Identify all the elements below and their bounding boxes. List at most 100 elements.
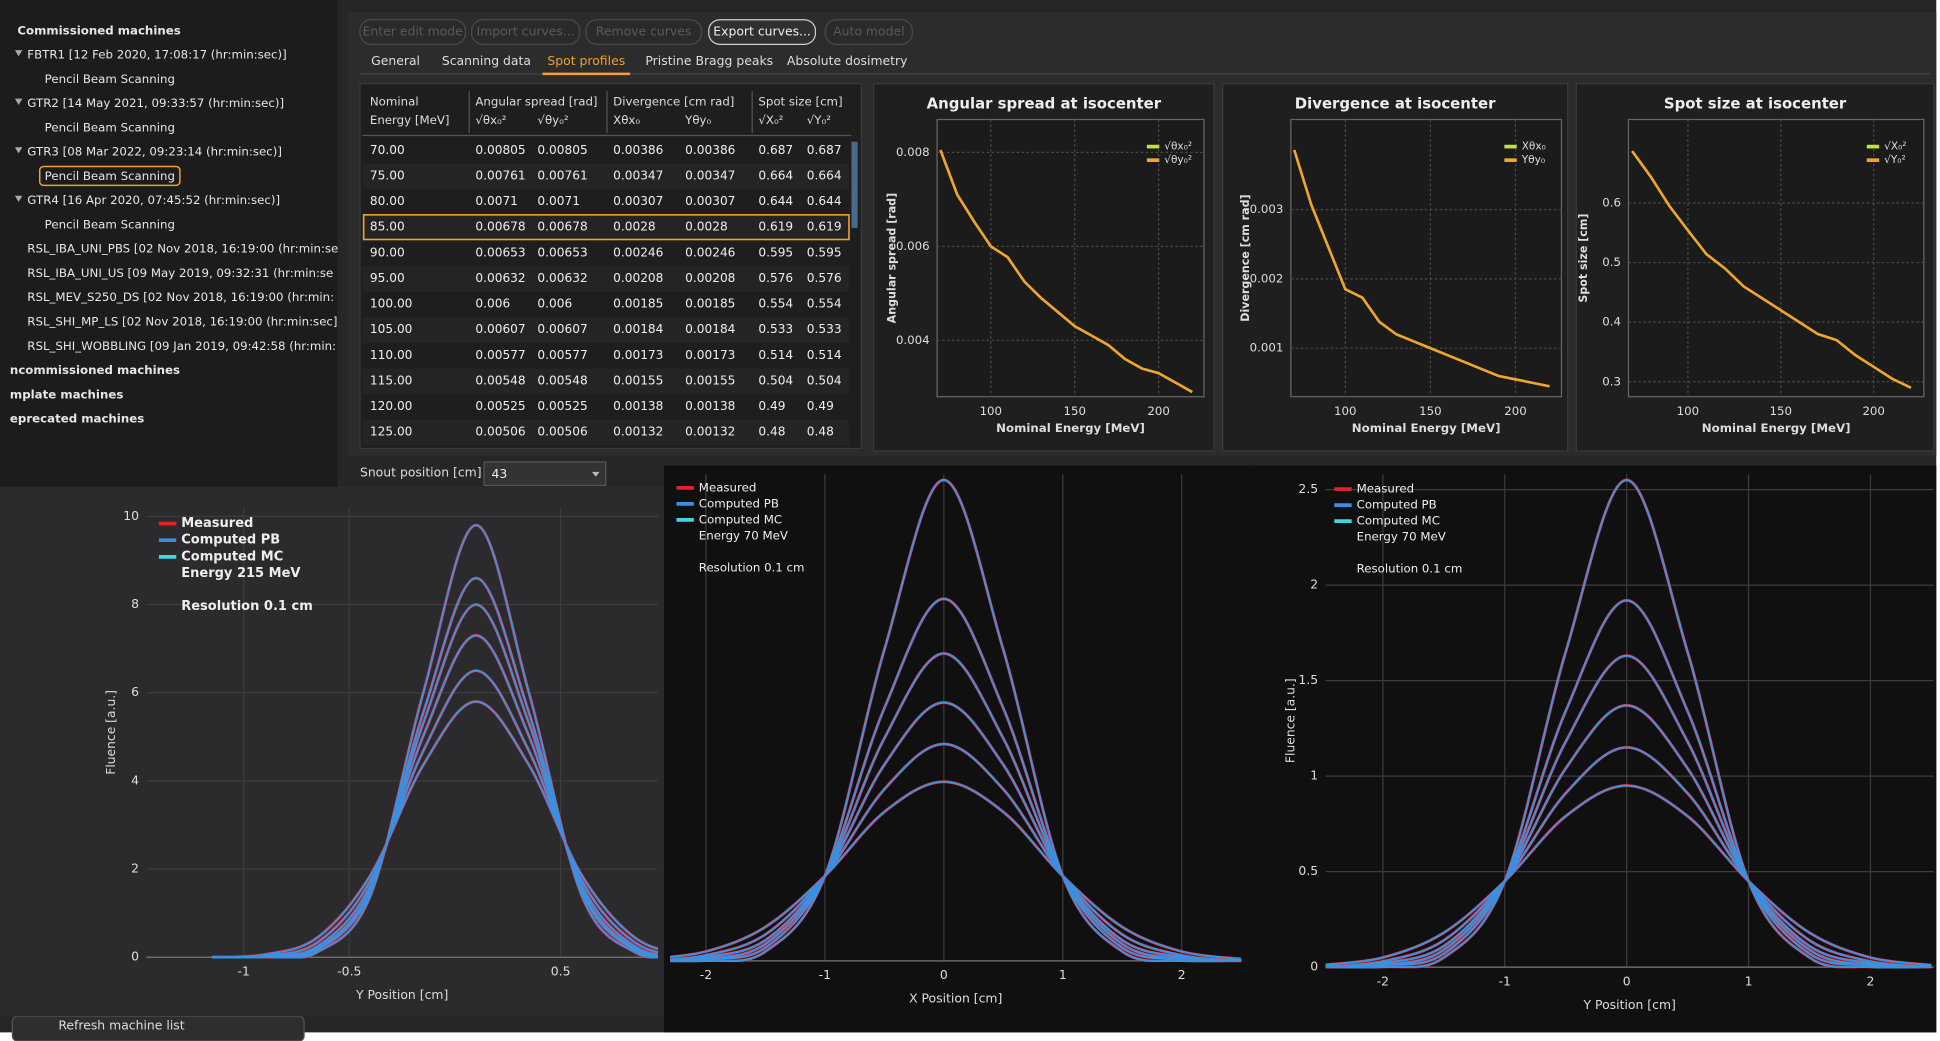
table-cell[interactable]: 0.00548 [475,373,525,387]
table-cell[interactable]: 0.00138 [685,399,735,413]
table-cell[interactable]: 0.00246 [685,245,735,259]
tree-item[interactable]: Pencil Beam Scanning [45,120,175,134]
table-cell[interactable]: 0.00761 [537,168,587,182]
tab[interactable]: Spot profiles [547,54,625,68]
tree-item[interactable]: RSL_SHI_MP_LS [02 Nov 2018, 16:19:00 (hr… [27,315,337,329]
table-cell[interactable]: 0.533 [758,322,793,336]
table-cell[interactable]: 0.00184 [685,322,736,336]
table-cell[interactable]: 0.644 [807,194,842,208]
table-cell[interactable]: 0.664 [807,168,842,182]
table-cell[interactable]: 0.554 [758,297,793,311]
table-cell[interactable]: 0.00678 [475,220,525,234]
table-cell[interactable]: 0.00506 [537,425,587,439]
table-cell[interactable]: 0.00761 [475,168,525,182]
table-cell[interactable]: 0.00155 [685,373,735,387]
table-cell[interactable]: 0.006 [537,297,572,311]
tree-item[interactable]: mplate machines [10,387,123,401]
tree-item[interactable]: Commissioned machines [17,23,180,37]
tree-item[interactable]: RSL_SHI_WOBBLING [09 Jan 2019, 09:42:58 … [27,339,336,353]
table-cell[interactable]: 0.006 [475,297,510,311]
table-cell[interactable]: 100.00 [370,297,413,311]
table-cell[interactable]: 0.00155 [613,373,663,387]
table-cell[interactable]: 0.00653 [475,245,525,259]
table-cell[interactable]: 0.00347 [613,168,663,182]
tab[interactable]: Pristine Bragg peaks [645,54,773,68]
table-cell[interactable]: 95.00 [370,271,405,285]
table-cell[interactable]: 90.00 [370,245,405,259]
tree-item[interactable]: eprecated machines [10,412,144,426]
table-cell[interactable]: 0.00653 [537,245,587,259]
table-cell[interactable]: 0.576 [807,271,842,285]
table-cell[interactable]: 0.00548 [537,373,587,387]
table-cell[interactable]: 0.619 [807,220,842,234]
table-cell[interactable]: 0.00208 [613,271,663,285]
table-cell[interactable]: 0.00138 [613,399,663,413]
table-cell[interactable]: 0.00607 [475,322,525,336]
tree-item[interactable]: RSL_IBA_UNI_US [09 May 2019, 09:32:31 (h… [27,266,333,280]
refresh-button-label[interactable]: Refresh machine list [58,1019,184,1033]
table-cell[interactable]: 0.0071 [537,194,580,208]
table-cell[interactable]: 85.00 [370,220,405,234]
table-cell[interactable]: 110.00 [370,348,413,362]
table-cell[interactable]: 0.00506 [475,425,525,439]
tree-item[interactable]: Pencil Beam Scanning [45,169,175,183]
toolbar-button-label[interactable]: Export curves... [713,25,811,39]
table-cell[interactable]: 80.00 [370,194,405,208]
tab[interactable]: Absolute dosimetry [787,54,908,68]
table-cell[interactable]: 0.0071 [475,194,518,208]
table-cell[interactable]: 0.00805 [537,143,587,157]
table-cell[interactable]: 0.595 [758,245,793,259]
table-cell[interactable]: 0.514 [807,348,842,362]
table-cell[interactable]: 0.00185 [613,297,663,311]
table-cell[interactable]: 0.554 [807,297,842,311]
table-cell[interactable]: 0.49 [807,399,834,413]
table-cell[interactable]: 0.49 [758,399,785,413]
table-cell[interactable]: 0.0028 [613,220,656,234]
tree-item[interactable]: GTR3 [08 Mar 2022, 09:23:14 (hr:min:sec)… [27,145,282,159]
tree-item[interactable]: ncommissioned machines [10,363,180,377]
tree-item[interactable]: FBTR1 [12 Feb 2020, 17:08:17 (hr:min:sec… [27,48,286,62]
table-cell[interactable]: 0.533 [807,322,842,336]
table-cell[interactable]: 0.504 [807,373,842,387]
table-cell[interactable]: 0.00347 [685,168,735,182]
snout-value[interactable]: 43 [492,467,508,481]
table-cell[interactable]: 0.00577 [537,348,587,362]
table-cell[interactable]: 0.644 [758,194,793,208]
tree-item[interactable]: RSL_MEV_S250_DS [02 Nov 2018, 16:19:00 (… [27,290,334,304]
table-cell[interactable]: 0.595 [807,245,842,259]
table-cell[interactable]: 0.00185 [685,297,735,311]
table-cell[interactable]: 0.00632 [475,271,525,285]
table-cell[interactable]: 0.00805 [475,143,525,157]
table-cell[interactable]: 0.00386 [685,143,735,157]
table-cell[interactable]: 115.00 [370,373,413,387]
table-cell[interactable]: 75.00 [370,168,405,182]
tree-item[interactable]: Pencil Beam Scanning [45,72,175,86]
tab[interactable]: Scanning data [442,54,531,68]
table-cell[interactable]: 0.687 [758,143,793,157]
table-cell[interactable]: 0.0028 [685,220,728,234]
table-cell[interactable]: 0.00607 [537,322,587,336]
tree-item[interactable]: Pencil Beam Scanning [45,217,175,231]
table-cell[interactable]: 0.00577 [475,348,525,362]
table-cell[interactable]: 0.00632 [537,271,587,285]
table-cell[interactable]: 0.687 [807,143,842,157]
table-cell[interactable]: 120.00 [370,399,413,413]
table-cell[interactable]: 0.664 [758,168,793,182]
table-cell[interactable]: 0.00525 [537,399,587,413]
table-cell[interactable]: 0.00132 [613,425,663,439]
table-cell[interactable]: 105.00 [370,322,413,336]
tree-item[interactable]: GTR2 [14 May 2021, 09:33:57 (hr:min:sec)… [27,96,284,110]
tab[interactable]: General [371,54,420,68]
table-cell[interactable]: 0.576 [758,271,793,285]
tree-item[interactable]: RSL_IBA_UNI_PBS [02 Nov 2018, 16:19:00 (… [27,242,338,256]
table-cell[interactable]: 0.00173 [613,348,663,362]
table-cell[interactable]: 0.00678 [537,220,587,234]
table-cell[interactable]: 0.00132 [685,425,735,439]
table-cell[interactable]: 0.504 [758,373,793,387]
table-cell[interactable]: 0.48 [807,425,834,439]
table-cell[interactable]: 0.00184 [613,322,664,336]
table-cell[interactable]: 70.00 [370,143,405,157]
table-cell[interactable]: 0.514 [758,348,793,362]
table-cell[interactable]: 0.00307 [613,194,663,208]
table-cell[interactable]: 0.00246 [613,245,663,259]
